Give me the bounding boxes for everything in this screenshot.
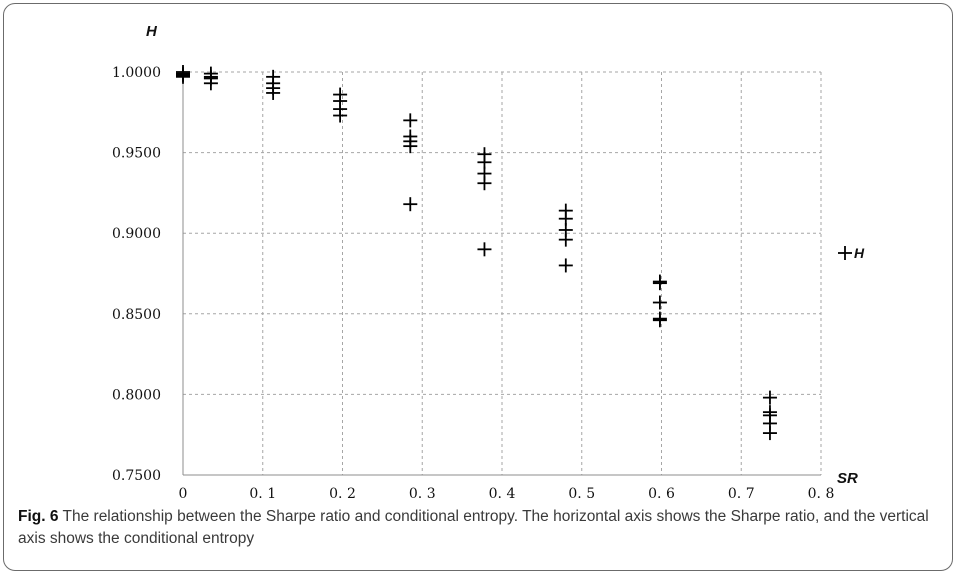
- data-points: [176, 65, 777, 441]
- x-tick-label: 0. 5: [568, 486, 595, 500]
- x-axis-label: SR: [837, 470, 858, 487]
- data-point: [176, 69, 190, 84]
- y-tick-label: 0.8000: [112, 387, 161, 403]
- x-tick-label: 0. 4: [489, 486, 516, 500]
- legend-label: H: [854, 245, 865, 261]
- x-tick-label: 0. 1: [249, 486, 276, 500]
- data-point: [762, 390, 777, 405]
- caption-text: The relationship between the Sharpe rati…: [18, 508, 929, 547]
- x-tick-label: 0. 3: [409, 486, 436, 500]
- legend-plus-icon: [838, 246, 852, 260]
- y-tick-label: 0.8500: [112, 307, 161, 323]
- figure-caption: Fig. 6 The relationship between the Shar…: [18, 506, 938, 550]
- x-tick-label: 0: [179, 486, 188, 500]
- y-tick-label: 0.9500: [112, 146, 161, 162]
- data-point: [652, 295, 667, 310]
- y-tick-label: 0.9000: [112, 226, 161, 242]
- data-point: [762, 426, 777, 441]
- x-tick-label: 0. 7: [728, 486, 755, 500]
- data-point: [266, 85, 281, 100]
- data-point: [558, 258, 573, 273]
- data-point: [558, 232, 573, 247]
- caption-label: Fig. 6: [18, 508, 59, 525]
- figure-frame: [3, 3, 953, 571]
- gridlines: [182, 71, 822, 476]
- legend: H: [838, 245, 865, 261]
- x-tick-label: 0. 2: [329, 486, 356, 500]
- scatter-chart: 0.7500 0.8000 0.8500 0.9000 0.9500 1.0000 0 0.…: [112, 23, 865, 500]
- y-tick-label: 1.0000: [112, 65, 161, 81]
- data-point: [203, 76, 218, 91]
- legend-marker-plus: [838, 246, 852, 260]
- y-tick-labels: 0.7500 0.8000 0.8500 0.9000 0.9500 1.0000: [112, 65, 161, 484]
- data-point: [477, 242, 492, 257]
- data-point: [403, 139, 418, 154]
- data-point: [333, 108, 348, 123]
- x-tick-label: 0. 8: [808, 486, 835, 500]
- data-point: [477, 176, 492, 191]
- x-tick-labels: 0 0. 1 0. 2 0. 3 0. 4 0. 5 0. 6 0. 7 0. 8: [179, 486, 835, 500]
- data-point: [652, 313, 667, 328]
- x-tick-label: 0. 6: [648, 486, 675, 500]
- y-axis-label: H: [146, 23, 158, 40]
- data-point: [403, 113, 418, 128]
- data-point: [652, 276, 667, 291]
- y-tick-label: 0.7500: [112, 468, 161, 484]
- data-point: [403, 197, 418, 212]
